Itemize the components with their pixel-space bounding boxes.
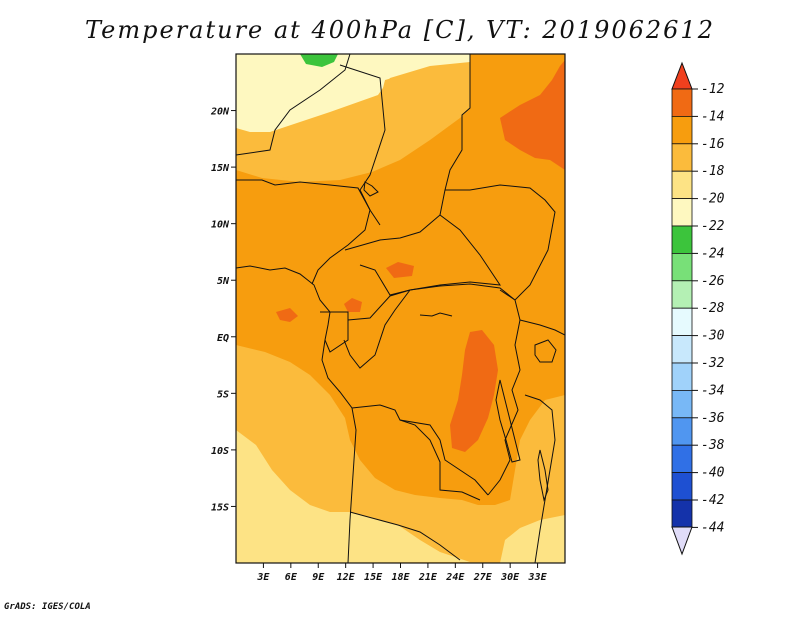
colorbar-box (671, 116, 693, 145)
lake-chad (363, 181, 379, 197)
colorbar-box (671, 444, 693, 474)
lon-tick-label: 6E (285, 572, 298, 583)
colorbar-box (671, 335, 693, 364)
colorbar-label: -30 (701, 329, 725, 344)
temp-band-12-14-northeast (500, 60, 565, 170)
lon-tick-label: 15E (364, 572, 383, 583)
colorbar-label: -16 (701, 137, 725, 152)
temp-band-18-20-southwest (236, 430, 470, 563)
lat-tick-label: 10N (211, 220, 230, 231)
border-drc-north (347, 283, 521, 321)
lake-victoria (534, 339, 557, 363)
border-angola-zambia (399, 419, 481, 501)
longitude-axis: 3E 6E 9E 12E 15E 18E 21E 24E 27E 30E 33E (256, 563, 548, 583)
colorbar-box (671, 499, 693, 528)
colorbar-top-arrow (671, 61, 693, 90)
lon-tick-label: 24E (445, 572, 465, 583)
border-congo (343, 289, 411, 369)
colorbar-label: -38 (701, 438, 725, 453)
colorbar-box (671, 472, 693, 501)
border-zambia-south (349, 511, 461, 561)
border-south-sudan (445, 184, 556, 301)
colorbar-label: -42 (701, 493, 725, 508)
colorbar-box (671, 143, 693, 172)
temperature-fill-layer (236, 54, 565, 563)
colorbar-box (671, 307, 693, 337)
colorbar-box (671, 225, 693, 254)
colorbar-label: -18 (701, 164, 725, 179)
lon-tick-label: 21E (418, 572, 438, 583)
latitude-axis: 20N 15N 10N 5N EQ 5S 10S 15S (210, 107, 236, 513)
lat-tick-label: 5S (217, 389, 229, 400)
colorbar-label: -14 (701, 109, 724, 124)
colorbar-label: -34 (701, 383, 724, 398)
temp-band-12-14-patch (386, 262, 414, 278)
colorbar-box (671, 252, 693, 282)
border-east-africa-2 (524, 394, 556, 563)
border-car (344, 214, 502, 296)
colorbar-label: -26 (701, 274, 725, 289)
lake-tanganyika (495, 379, 521, 463)
colorbar-label: -36 (701, 411, 725, 426)
border-nigeria (236, 179, 371, 285)
colorbar-box (671, 198, 693, 227)
lat-tick-label: 10S (211, 446, 229, 457)
colorbar-box (671, 280, 693, 309)
colorbar: -12 -14 -16 -18 -20 -22 -24 -26 -28 -30 -32 -34 -36 -… (671, 61, 725, 556)
colorbar-label: -28 (701, 301, 725, 316)
border-gabon-cameroon (320, 311, 349, 353)
colorbar-label: -12 (701, 82, 725, 97)
colorbar-box (671, 362, 693, 391)
grads-credit: GrADS: IGES/COLA (4, 602, 91, 612)
lat-tick-label: EQ (217, 333, 229, 344)
border-sahel (236, 54, 351, 156)
colorbar-box (671, 389, 693, 419)
lat-tick-label: 15S (211, 502, 229, 513)
lon-tick-label: 33E (528, 572, 548, 583)
border-drc-east (487, 319, 521, 496)
lon-tick-label: 18E (391, 572, 410, 583)
temp-band-12-14-rift (450, 330, 498, 452)
border-east-africa (519, 319, 565, 336)
temp-band-12-14-patch (276, 308, 298, 322)
country-borders (236, 54, 565, 563)
colorbar-label: -24 (701, 246, 724, 261)
lon-tick-label: 9E (312, 572, 325, 583)
lon-tick-label: 12E (337, 572, 356, 583)
colorbar-label: -22 (701, 219, 725, 234)
colorbar-box (671, 170, 693, 199)
lake-malawi (537, 449, 549, 502)
temp-band-20-22 (236, 54, 470, 132)
colorbar-label: -20 (701, 192, 725, 207)
temp-band-22-24 (300, 54, 338, 67)
lat-tick-label: 20N (210, 107, 230, 118)
colorbar-label: -32 (701, 356, 725, 371)
colorbar-label: -40 (701, 466, 725, 481)
colorbar-box (671, 417, 693, 446)
lat-tick-label: 15N (211, 163, 230, 174)
border-drc-south (351, 404, 489, 496)
lon-tick-label: 27E (473, 572, 493, 583)
temp-band-12-14-patch (344, 298, 362, 312)
colorbar-label: -44 (701, 520, 724, 535)
map-title: Temperature at 400hPa [C], VT: 201906261… (85, 16, 715, 44)
colorbar-box (671, 88, 693, 117)
colorbar-bottom-arrow (671, 526, 693, 556)
lon-tick-label: 3E (256, 572, 270, 583)
lon-tick-label: 30E (500, 572, 520, 583)
lake-congo-basin (419, 312, 453, 317)
lat-tick-label: 5N (217, 276, 230, 287)
temp-band-18-20-southeast (500, 515, 565, 563)
